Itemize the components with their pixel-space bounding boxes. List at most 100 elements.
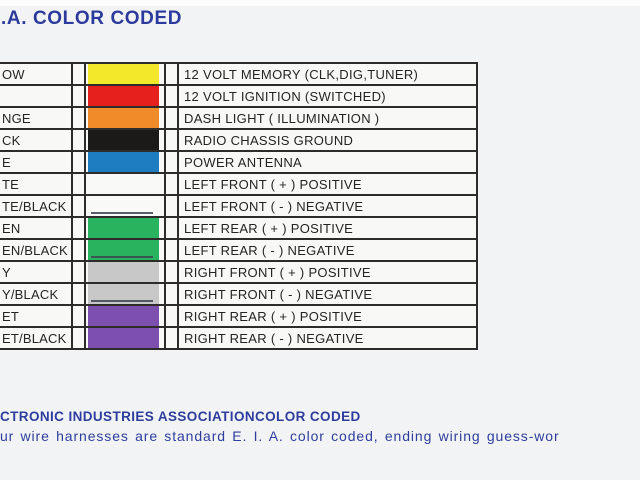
color-swatch: [86, 284, 166, 304]
wire-color-label: ET/BLACK: [0, 328, 73, 348]
wire-color-label: [0, 86, 73, 106]
color-swatch: [86, 218, 166, 238]
color-swatch-fill: [88, 196, 159, 216]
spacer-cell: [73, 64, 86, 84]
table-row: Y RIGHT FRONT ( + ) POSITIVE: [0, 262, 478, 284]
spacer-cell: [73, 174, 86, 194]
spacer-cell: [73, 152, 86, 172]
spacer-cell: [73, 130, 86, 150]
wire-function-label: LEFT FRONT ( - ) NEGATIVE: [179, 196, 478, 216]
color-swatch-fill: [88, 152, 159, 172]
wire-function-label: RADIO CHASSIS GROUND: [179, 130, 478, 150]
wire-color-label: TE/BLACK: [0, 196, 73, 216]
wire-color-label: Y: [0, 262, 73, 282]
spacer-cell: [73, 108, 86, 128]
wire-color-label: CK: [0, 130, 73, 150]
spacer-cell: [73, 240, 86, 260]
wire-color-label: Y/BLACK: [0, 284, 73, 304]
black-stripe-indicator: [91, 255, 153, 258]
color-swatch-fill: [88, 108, 159, 128]
spacer-cell: [73, 284, 86, 304]
spacer-cell: [166, 196, 179, 216]
color-swatch: [86, 196, 166, 216]
table-row: Y/BLACK RIGHT FRONT ( - ) NEGATIVE: [0, 284, 478, 306]
color-swatch: [86, 262, 166, 282]
wire-function-label: 12 VOLT MEMORY (CLK,DIG,TUNER): [179, 64, 478, 84]
spacer-cell: [166, 152, 179, 172]
color-swatch-fill: [88, 130, 159, 150]
spacer-cell: [166, 328, 179, 348]
page-title: .A. COLOR CODED: [1, 8, 183, 29]
spacer-cell: [166, 108, 179, 128]
table-row: ET RIGHT REAR ( + ) POSITIVE: [0, 306, 478, 328]
color-swatch: [86, 64, 166, 84]
spacer-cell: [73, 328, 86, 348]
color-swatch-fill: [88, 284, 159, 304]
table-row: NGE DASH LIGHT ( ILLUMINATION ): [0, 108, 478, 130]
color-swatch-fill: [88, 262, 159, 282]
black-stripe-indicator: [91, 211, 153, 214]
table-row: 12 VOLT IGNITION (SWITCHED): [0, 86, 478, 108]
wire-color-label: NGE: [0, 108, 73, 128]
spacer-cell: [166, 284, 179, 304]
table-row: CK RADIO CHASSIS GROUND: [0, 130, 478, 152]
spacer-cell: [73, 262, 86, 282]
top-margin-strip: [0, 0, 640, 6]
table-row: ET/BLACK RIGHT REAR ( - ) NEGATIVE: [0, 328, 478, 350]
wire-function-label: RIGHT FRONT ( + ) POSITIVE: [179, 262, 478, 282]
color-swatch: [86, 152, 166, 172]
spacer-cell: [166, 218, 179, 238]
wire-function-label: RIGHT REAR ( + ) POSITIVE: [179, 306, 478, 326]
wire-color-table: OW 12 VOLT MEMORY (CLK,DIG,TUNER) 12 VOL…: [0, 62, 478, 350]
wire-function-label: LEFT FRONT ( + ) POSITIVE: [179, 174, 478, 194]
spacer-cell: [166, 306, 179, 326]
spacer-cell: [166, 262, 179, 282]
color-swatch-fill: [88, 328, 159, 348]
spacer-cell: [166, 86, 179, 106]
spacer-cell: [166, 174, 179, 194]
wire-function-label: DASH LIGHT ( ILLUMINATION ): [179, 108, 478, 128]
color-swatch-fill: [88, 240, 159, 260]
color-swatch: [86, 130, 166, 150]
color-swatch: [86, 108, 166, 128]
table-row: TE LEFT FRONT ( + ) POSITIVE: [0, 174, 478, 196]
wire-function-label: LEFT REAR ( + ) POSITIVE: [179, 218, 478, 238]
spacer-cell: [73, 86, 86, 106]
color-swatch: [86, 306, 166, 326]
wire-function-label: RIGHT FRONT ( - ) NEGATIVE: [179, 284, 478, 304]
table-row: TE/BLACK LEFT FRONT ( - ) NEGATIVE: [0, 196, 478, 218]
spacer-cell: [73, 196, 86, 216]
color-swatch-fill: [88, 306, 159, 326]
wire-color-label: EN/BLACK: [0, 240, 73, 260]
color-swatch: [86, 240, 166, 260]
footer-heading: CTRONIC INDUSTRIES ASSOCIATIONCOLOR CODE…: [0, 409, 361, 424]
wire-color-label: OW: [0, 64, 73, 84]
color-swatch: [86, 86, 166, 106]
wire-color-label: ET: [0, 306, 73, 326]
table-row: OW 12 VOLT MEMORY (CLK,DIG,TUNER): [0, 64, 478, 86]
color-swatch-fill: [88, 64, 159, 84]
wire-color-label: TE: [0, 174, 73, 194]
footer-description: ur wire harnesses are standard E. I. A. …: [0, 428, 560, 444]
spacer-cell: [166, 64, 179, 84]
table-row: EN/BLACK LEFT REAR ( - ) NEGATIVE: [0, 240, 478, 262]
color-swatch: [86, 174, 166, 194]
table-row: E POWER ANTENNA: [0, 152, 478, 174]
wire-function-label: 12 VOLT IGNITION (SWITCHED): [179, 86, 478, 106]
wire-color-label: EN: [0, 218, 73, 238]
spacer-cell: [73, 218, 86, 238]
color-swatch: [86, 328, 166, 348]
spacer-cell: [73, 306, 86, 326]
spacer-cell: [166, 130, 179, 150]
wire-color-label: E: [0, 152, 73, 172]
color-swatch-fill: [88, 86, 159, 106]
color-swatch-fill: [88, 174, 159, 194]
wire-function-label: RIGHT REAR ( - ) NEGATIVE: [179, 328, 478, 348]
wire-table-body: OW 12 VOLT MEMORY (CLK,DIG,TUNER) 12 VOL…: [0, 64, 478, 350]
spacer-cell: [166, 240, 179, 260]
table-row: EN LEFT REAR ( + ) POSITIVE: [0, 218, 478, 240]
color-swatch-fill: [88, 218, 159, 238]
black-stripe-indicator: [91, 299, 153, 302]
wire-function-label: LEFT REAR ( - ) NEGATIVE: [179, 240, 478, 260]
